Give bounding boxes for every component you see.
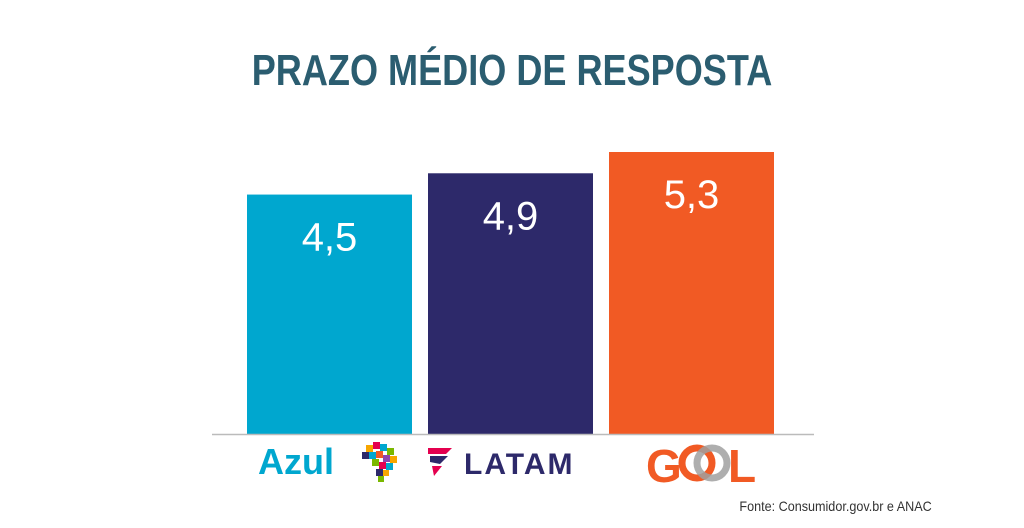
bar-latam — [428, 173, 593, 434]
bar-gol — [609, 152, 774, 434]
gol-logo-letter-g: G — [646, 440, 682, 492]
latam-swoosh-icon — [428, 448, 452, 476]
chart-title: PRAZO MÉDIO DE RESPOSTA — [251, 46, 773, 95]
bar-azul — [247, 194, 412, 434]
gol-logo-letter-l: L — [728, 440, 756, 492]
bars-group: 4,5 4,9 5,3 — [247, 152, 774, 434]
bar-value-label-azul: 4,5 — [302, 216, 358, 260]
gol-circles-icon — [678, 444, 731, 482]
gol-logo: G L — [646, 440, 756, 492]
source-note: Fonte: Consumidor.gov.br e ANAC — [739, 498, 932, 514]
azul-logo-text: Azul — [258, 441, 334, 482]
latam-logo: LATAM — [428, 448, 575, 481]
latam-logo-text: LATAM — [464, 448, 575, 481]
brazil-map-icon — [362, 442, 397, 482]
bar-value-label-gol: 5,3 — [664, 173, 720, 217]
azul-logo: Azul — [258, 441, 397, 482]
bar-value-label-latam: 4,9 — [483, 194, 539, 238]
